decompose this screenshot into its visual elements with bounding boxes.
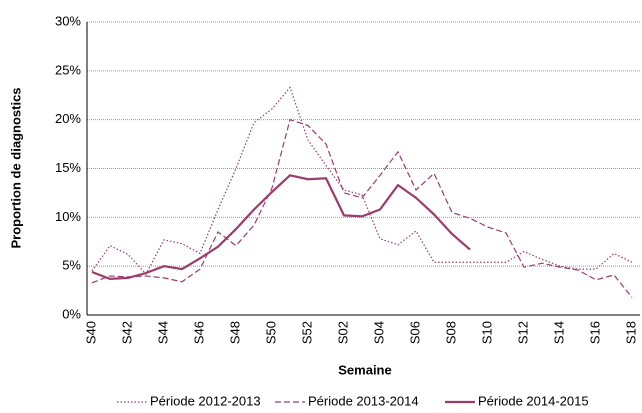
x-tick-label: S18: [623, 321, 638, 344]
x-tick-label: S44: [155, 321, 170, 344]
x-tick-label: S40: [83, 321, 98, 344]
legend-label: Période 2014-2015: [478, 393, 589, 408]
series-line: [91, 174, 471, 280]
series-line: [91, 118, 633, 298]
x-tick-label: S52: [299, 321, 314, 344]
x-tick-label: S48: [227, 321, 242, 344]
y-tick-label: 0%: [62, 306, 81, 321]
y-tick-label: 10%: [55, 209, 81, 224]
x-tick-label: S04: [371, 321, 386, 344]
series-line: [91, 86, 633, 276]
legend-label: Période 2013-2014: [308, 393, 419, 408]
y-axis-label: Proportion de diagnostics: [8, 87, 23, 248]
x-tick-label: S14: [551, 321, 566, 344]
x-tick-label: S08: [443, 321, 458, 344]
y-tick-label: 15%: [55, 160, 81, 175]
x-tick-label: S16: [587, 321, 602, 344]
x-tick-label: S10: [479, 321, 494, 344]
y-tick-label: 30%: [55, 13, 81, 28]
x-tick-label: S02: [335, 321, 350, 344]
x-tick-label: S46: [191, 321, 206, 344]
y-tick-label: 20%: [55, 111, 81, 126]
x-tick-label: S06: [407, 321, 422, 344]
y-tick-label: 25%: [55, 62, 81, 77]
x-tick-label: S12: [515, 321, 530, 344]
y-tick-label: 5%: [62, 258, 81, 273]
x-tick-label: S50: [263, 321, 278, 344]
x-axis-label: Semaine: [338, 362, 391, 377]
x-tick-label: S42: [119, 321, 134, 344]
legend-label: Période 2012-2013: [150, 393, 261, 408]
